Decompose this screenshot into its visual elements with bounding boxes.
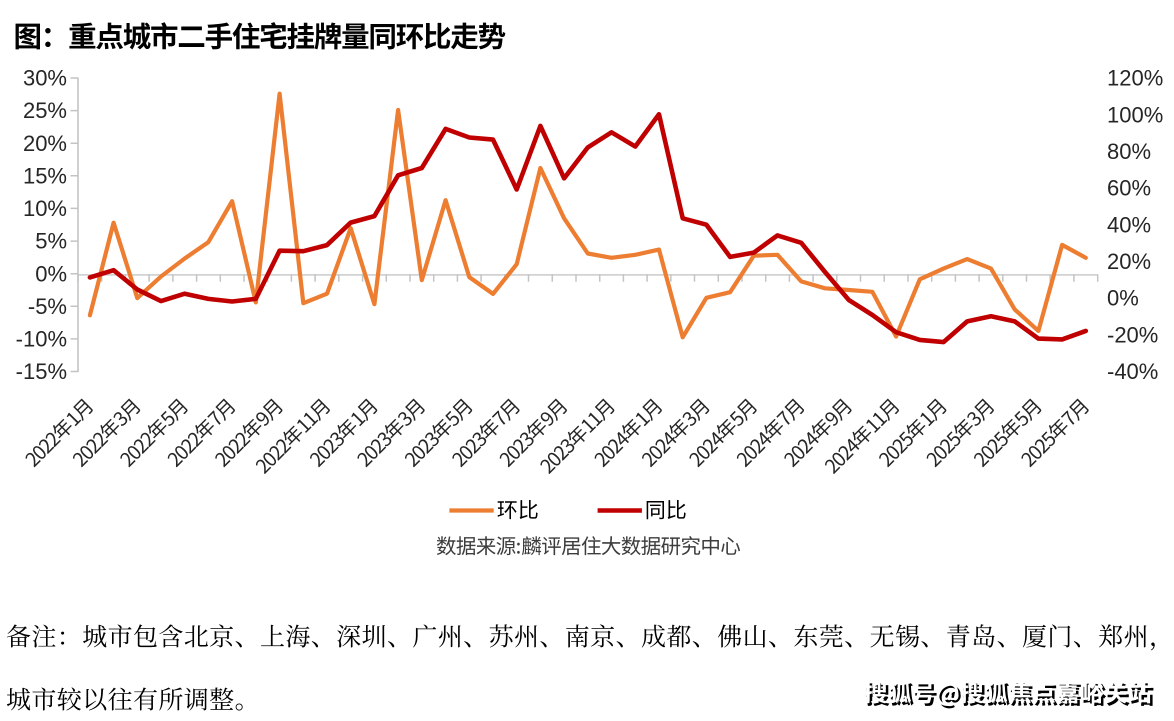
svg-text:0%: 0% — [1107, 286, 1139, 311]
svg-text:60%: 60% — [1107, 176, 1151, 201]
svg-text:-5%: -5% — [28, 294, 67, 319]
svg-text:5%: 5% — [35, 229, 67, 254]
svg-text:30%: 30% — [23, 66, 67, 91]
svg-text:-15%: -15% — [16, 359, 67, 384]
svg-text:40%: 40% — [1107, 212, 1151, 237]
svg-text:120%: 120% — [1107, 66, 1163, 91]
svg-text:10%: 10% — [23, 196, 67, 221]
svg-text:15%: 15% — [23, 163, 67, 188]
svg-text:-20%: -20% — [1107, 322, 1158, 347]
svg-text:100%: 100% — [1107, 102, 1163, 127]
svg-text:25%: 25% — [23, 98, 67, 123]
svg-text:20%: 20% — [23, 131, 67, 156]
svg-text:80%: 80% — [1107, 139, 1151, 164]
svg-text:20%: 20% — [1107, 249, 1151, 274]
svg-text:0%: 0% — [35, 261, 67, 286]
svg-text:-40%: -40% — [1107, 359, 1158, 384]
svg-text:-10%: -10% — [16, 327, 67, 352]
